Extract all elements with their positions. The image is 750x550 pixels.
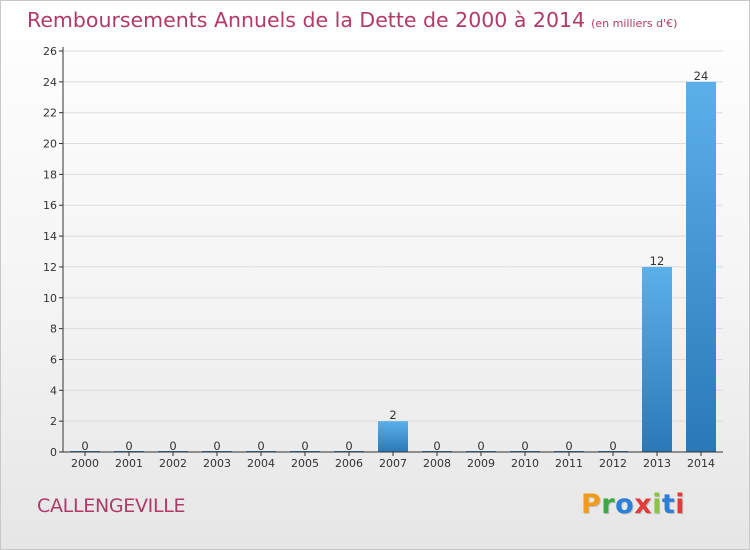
data-label-2008: 0 bbox=[433, 439, 440, 453]
x-tick-label-2008: 2008 bbox=[423, 457, 451, 470]
brand-letter: P bbox=[581, 489, 602, 520]
x-tick-label-2012: 2012 bbox=[599, 457, 627, 470]
data-label-2009: 0 bbox=[477, 439, 484, 453]
x-tick-label-2011: 2011 bbox=[555, 457, 583, 470]
bar-2014 bbox=[686, 81, 716, 452]
y-tick-label: 14 bbox=[43, 230, 57, 243]
y-tick-label: 12 bbox=[43, 261, 57, 274]
y-tick-label: 22 bbox=[43, 107, 57, 120]
bar-2013 bbox=[642, 266, 672, 452]
x-tick-label-2004: 2004 bbox=[247, 457, 275, 470]
y-tick-label: 0 bbox=[50, 446, 57, 459]
x-tick-label-2003: 2003 bbox=[203, 457, 231, 470]
data-label-2002: 0 bbox=[169, 439, 176, 453]
bar-2007 bbox=[378, 421, 408, 452]
chart-title-text: Remboursements Annuels de la Dette de 20… bbox=[27, 8, 586, 32]
brand-letter: x bbox=[634, 489, 653, 520]
data-label-2011: 0 bbox=[565, 439, 572, 453]
brand-letter: o bbox=[615, 489, 635, 520]
x-tick-label-2000: 2000 bbox=[71, 457, 99, 470]
data-label-2014: 24 bbox=[694, 69, 709, 83]
data-label-2013: 12 bbox=[650, 254, 665, 268]
bars bbox=[70, 81, 716, 452]
proxiti-logo: Proxiti bbox=[581, 489, 685, 520]
commune-name: CALLENGEVILLE bbox=[37, 495, 186, 517]
brand-letter: r bbox=[601, 489, 616, 520]
brand-letter: i bbox=[652, 489, 662, 520]
y-tick-label: 10 bbox=[43, 292, 57, 305]
y-tick-label: 18 bbox=[43, 168, 57, 181]
x-tick-label-2002: 2002 bbox=[159, 457, 187, 470]
chart-unit: (en milliers d'€) bbox=[591, 17, 678, 30]
y-tick-label: 8 bbox=[50, 323, 57, 336]
x-tick-label-2006: 2006 bbox=[335, 457, 363, 470]
y-tick-label: 4 bbox=[50, 384, 57, 397]
x-tick-label-2007: 2007 bbox=[379, 457, 407, 470]
y-tick-label: 2 bbox=[50, 415, 57, 428]
y-tick-label: 26 bbox=[43, 45, 57, 58]
brand-letter: t bbox=[661, 489, 676, 520]
y-tick-label: 20 bbox=[43, 138, 57, 151]
grid-lines bbox=[63, 50, 723, 422]
data-label-2010: 0 bbox=[521, 439, 528, 453]
data-label-2001: 0 bbox=[125, 439, 132, 453]
data-label-2005: 0 bbox=[301, 439, 308, 453]
x-tick-label-2014: 2014 bbox=[687, 457, 715, 470]
x-tick-label-2005: 2005 bbox=[291, 457, 319, 470]
chart-title: Remboursements Annuels de la Dette de 20… bbox=[27, 8, 677, 32]
data-label-2003: 0 bbox=[213, 439, 220, 453]
x-tick-label-2001: 2001 bbox=[115, 457, 143, 470]
y-tick-label: 6 bbox=[50, 353, 57, 366]
y-tick-label: 24 bbox=[43, 76, 57, 89]
x-tick-label-2013: 2013 bbox=[643, 457, 671, 470]
data-labels: 0 0 0 0 0 0 0 2 0 0 0 0 0 12 24 bbox=[81, 69, 708, 453]
data-label-2004: 0 bbox=[257, 439, 264, 453]
data-label-2007: 2 bbox=[389, 408, 396, 422]
y-tick-label: 16 bbox=[43, 199, 57, 212]
brand-letter: i bbox=[675, 489, 686, 520]
data-label-2006: 0 bbox=[345, 439, 352, 453]
data-label-2000: 0 bbox=[81, 439, 88, 453]
x-tick-label-2010: 2010 bbox=[511, 457, 539, 470]
data-label-2012: 0 bbox=[609, 439, 616, 453]
x-tick-label-2009: 2009 bbox=[467, 457, 495, 470]
